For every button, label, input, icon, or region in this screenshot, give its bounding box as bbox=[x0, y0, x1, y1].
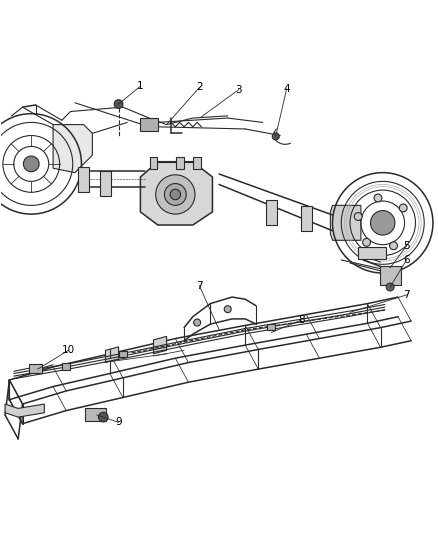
Polygon shape bbox=[153, 336, 166, 354]
Text: 4: 4 bbox=[283, 84, 290, 94]
Circle shape bbox=[194, 319, 201, 326]
Text: 5: 5 bbox=[403, 240, 410, 251]
Circle shape bbox=[114, 100, 123, 108]
FancyBboxPatch shape bbox=[119, 351, 127, 357]
FancyBboxPatch shape bbox=[140, 118, 158, 131]
FancyBboxPatch shape bbox=[78, 167, 89, 192]
Polygon shape bbox=[330, 205, 361, 240]
Text: 7: 7 bbox=[403, 290, 410, 300]
Circle shape bbox=[363, 238, 371, 246]
Text: 3: 3 bbox=[235, 85, 242, 95]
Polygon shape bbox=[106, 347, 119, 362]
Circle shape bbox=[386, 283, 394, 291]
Text: 2: 2 bbox=[196, 83, 203, 93]
Circle shape bbox=[371, 211, 395, 235]
FancyBboxPatch shape bbox=[266, 199, 277, 225]
Text: 9: 9 bbox=[115, 417, 122, 427]
Text: 6: 6 bbox=[403, 255, 410, 264]
Circle shape bbox=[164, 183, 186, 205]
Circle shape bbox=[399, 204, 407, 212]
FancyBboxPatch shape bbox=[150, 157, 157, 169]
Polygon shape bbox=[141, 161, 212, 225]
Circle shape bbox=[354, 213, 362, 221]
FancyBboxPatch shape bbox=[380, 265, 401, 285]
Circle shape bbox=[99, 413, 108, 422]
FancyBboxPatch shape bbox=[85, 408, 106, 421]
Text: 1: 1 bbox=[137, 81, 144, 91]
Circle shape bbox=[389, 242, 397, 249]
FancyBboxPatch shape bbox=[193, 157, 201, 169]
Text: 10: 10 bbox=[62, 345, 75, 356]
FancyBboxPatch shape bbox=[62, 364, 70, 369]
FancyBboxPatch shape bbox=[268, 324, 276, 330]
Circle shape bbox=[23, 156, 39, 172]
Circle shape bbox=[272, 133, 279, 140]
FancyBboxPatch shape bbox=[100, 171, 111, 196]
FancyBboxPatch shape bbox=[176, 157, 184, 169]
Circle shape bbox=[374, 194, 382, 202]
FancyBboxPatch shape bbox=[358, 247, 386, 259]
Text: 7: 7 bbox=[196, 281, 203, 290]
Text: 8: 8 bbox=[298, 315, 304, 325]
Polygon shape bbox=[5, 404, 44, 417]
Circle shape bbox=[170, 189, 180, 200]
Circle shape bbox=[155, 175, 195, 214]
Circle shape bbox=[224, 305, 231, 313]
FancyBboxPatch shape bbox=[300, 206, 312, 231]
Polygon shape bbox=[53, 125, 92, 173]
FancyBboxPatch shape bbox=[28, 364, 42, 373]
